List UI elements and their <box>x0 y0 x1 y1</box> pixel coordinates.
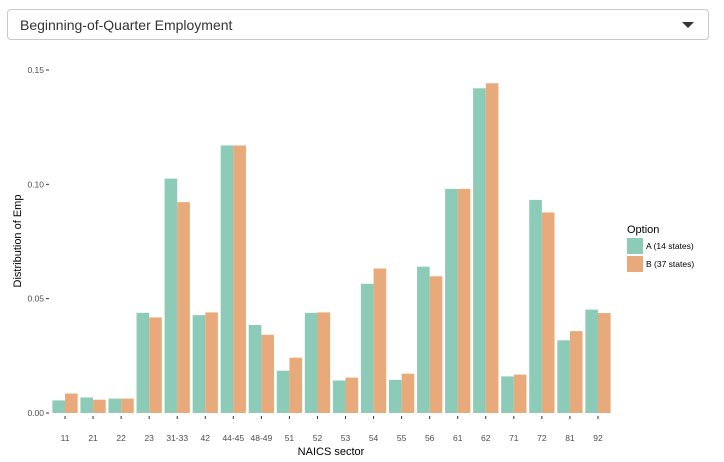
bar-23-a <box>136 312 150 413</box>
bar-81-a <box>557 340 570 413</box>
y-axis: 0.00 0.05 0.10 0.15 <box>27 65 49 418</box>
bar-11-a <box>52 400 66 413</box>
x-tick-label: 48-49 <box>251 433 273 443</box>
bar-72-b <box>541 212 555 413</box>
bar-31-33-b <box>177 202 190 413</box>
x-tick-label: 42 <box>201 433 211 443</box>
x-tick-label: 81 <box>565 433 575 443</box>
bar-21-b <box>93 399 106 413</box>
bar-53-a <box>332 380 346 413</box>
bar-92-a <box>585 309 598 413</box>
y-tick-label: 0.05 <box>27 294 44 304</box>
bar-55-a <box>389 379 402 413</box>
x-tick-label: 21 <box>88 433 98 443</box>
x-tick-label: 11 <box>61 433 70 443</box>
bar-53-b <box>345 377 359 413</box>
bar-81-b <box>569 331 583 413</box>
bar-11-b <box>65 393 78 413</box>
bar-52-a <box>304 312 318 413</box>
legend: Option A (14 states) B (37 states) <box>627 224 694 272</box>
bar-54-a <box>360 283 374 413</box>
bar-71-b <box>513 374 527 413</box>
bar-51-a <box>276 370 290 413</box>
measure-select[interactable]: Beginning-of-Quarter Employment <box>7 9 709 40</box>
bar-71-a <box>501 376 514 413</box>
bar-56-b <box>429 276 443 413</box>
x-tick-label: 22 <box>116 433 126 443</box>
legend-label-a: A (14 states) <box>646 241 694 251</box>
bar-62-a <box>473 88 486 413</box>
legend-title: Option <box>627 224 659 236</box>
x-axis-label: NAICS sector <box>298 446 365 458</box>
caret-down-icon[interactable] <box>682 22 694 28</box>
bar-55-b <box>401 373 415 413</box>
y-axis-label: Distribution of Emp <box>12 195 24 288</box>
legend-label-b: B (37 states) <box>646 259 694 269</box>
bar-22-b <box>121 398 134 413</box>
y-tick-label: 0.00 <box>27 408 44 418</box>
measure-select-value: Beginning-of-Quarter Employment <box>20 17 233 33</box>
legend-key-b <box>627 256 643 272</box>
bar-48-49-a <box>248 324 262 413</box>
x-tick-label: 72 <box>537 433 547 443</box>
bar-44-45-b <box>233 145 246 413</box>
bar-56-a <box>417 266 430 413</box>
x-tick-label: 54 <box>369 433 379 443</box>
bars-group <box>52 83 611 413</box>
bar-52-b <box>317 312 331 413</box>
x-tick-label: 55 <box>397 433 407 443</box>
y-tick-label: 0.10 <box>27 179 44 189</box>
bar-62-b <box>485 83 499 413</box>
x-axis: 11 21 22 23 31-33 42 44-45 48-49 51 52 53 54 55 56 61 6… <box>61 416 603 443</box>
bar-23-b <box>149 317 162 413</box>
bar-42-a <box>192 315 206 413</box>
x-tick-label: 71 <box>509 433 519 443</box>
x-tick-label: 61 <box>453 433 463 443</box>
bar-42-b <box>205 312 218 413</box>
legend-key-a <box>627 238 643 254</box>
x-tick-label: 53 <box>341 433 351 443</box>
bar-44-45-a <box>220 145 234 413</box>
bar-51-b <box>289 357 303 413</box>
x-tick-label: 52 <box>313 433 323 443</box>
bar-48-49-b <box>261 334 274 413</box>
bar-31-33-a <box>164 178 178 413</box>
x-tick-label: 62 <box>481 433 491 443</box>
x-tick-label: 44-45 <box>222 433 244 443</box>
bar-22-a <box>108 398 122 413</box>
x-tick-label: 51 <box>285 433 295 443</box>
x-tick-label: 31-33 <box>166 433 188 443</box>
x-tick-label: 56 <box>425 433 435 443</box>
bar-61-b <box>457 188 471 413</box>
bar-54-b <box>373 268 387 413</box>
y-tick-label: 0.15 <box>27 65 44 75</box>
bar-61-a <box>445 188 458 413</box>
bar-21-a <box>80 397 94 413</box>
bar-92-b <box>597 313 611 413</box>
x-tick-label: 92 <box>593 433 603 443</box>
bar-72-a <box>529 199 542 413</box>
x-tick-label: 23 <box>144 433 154 443</box>
